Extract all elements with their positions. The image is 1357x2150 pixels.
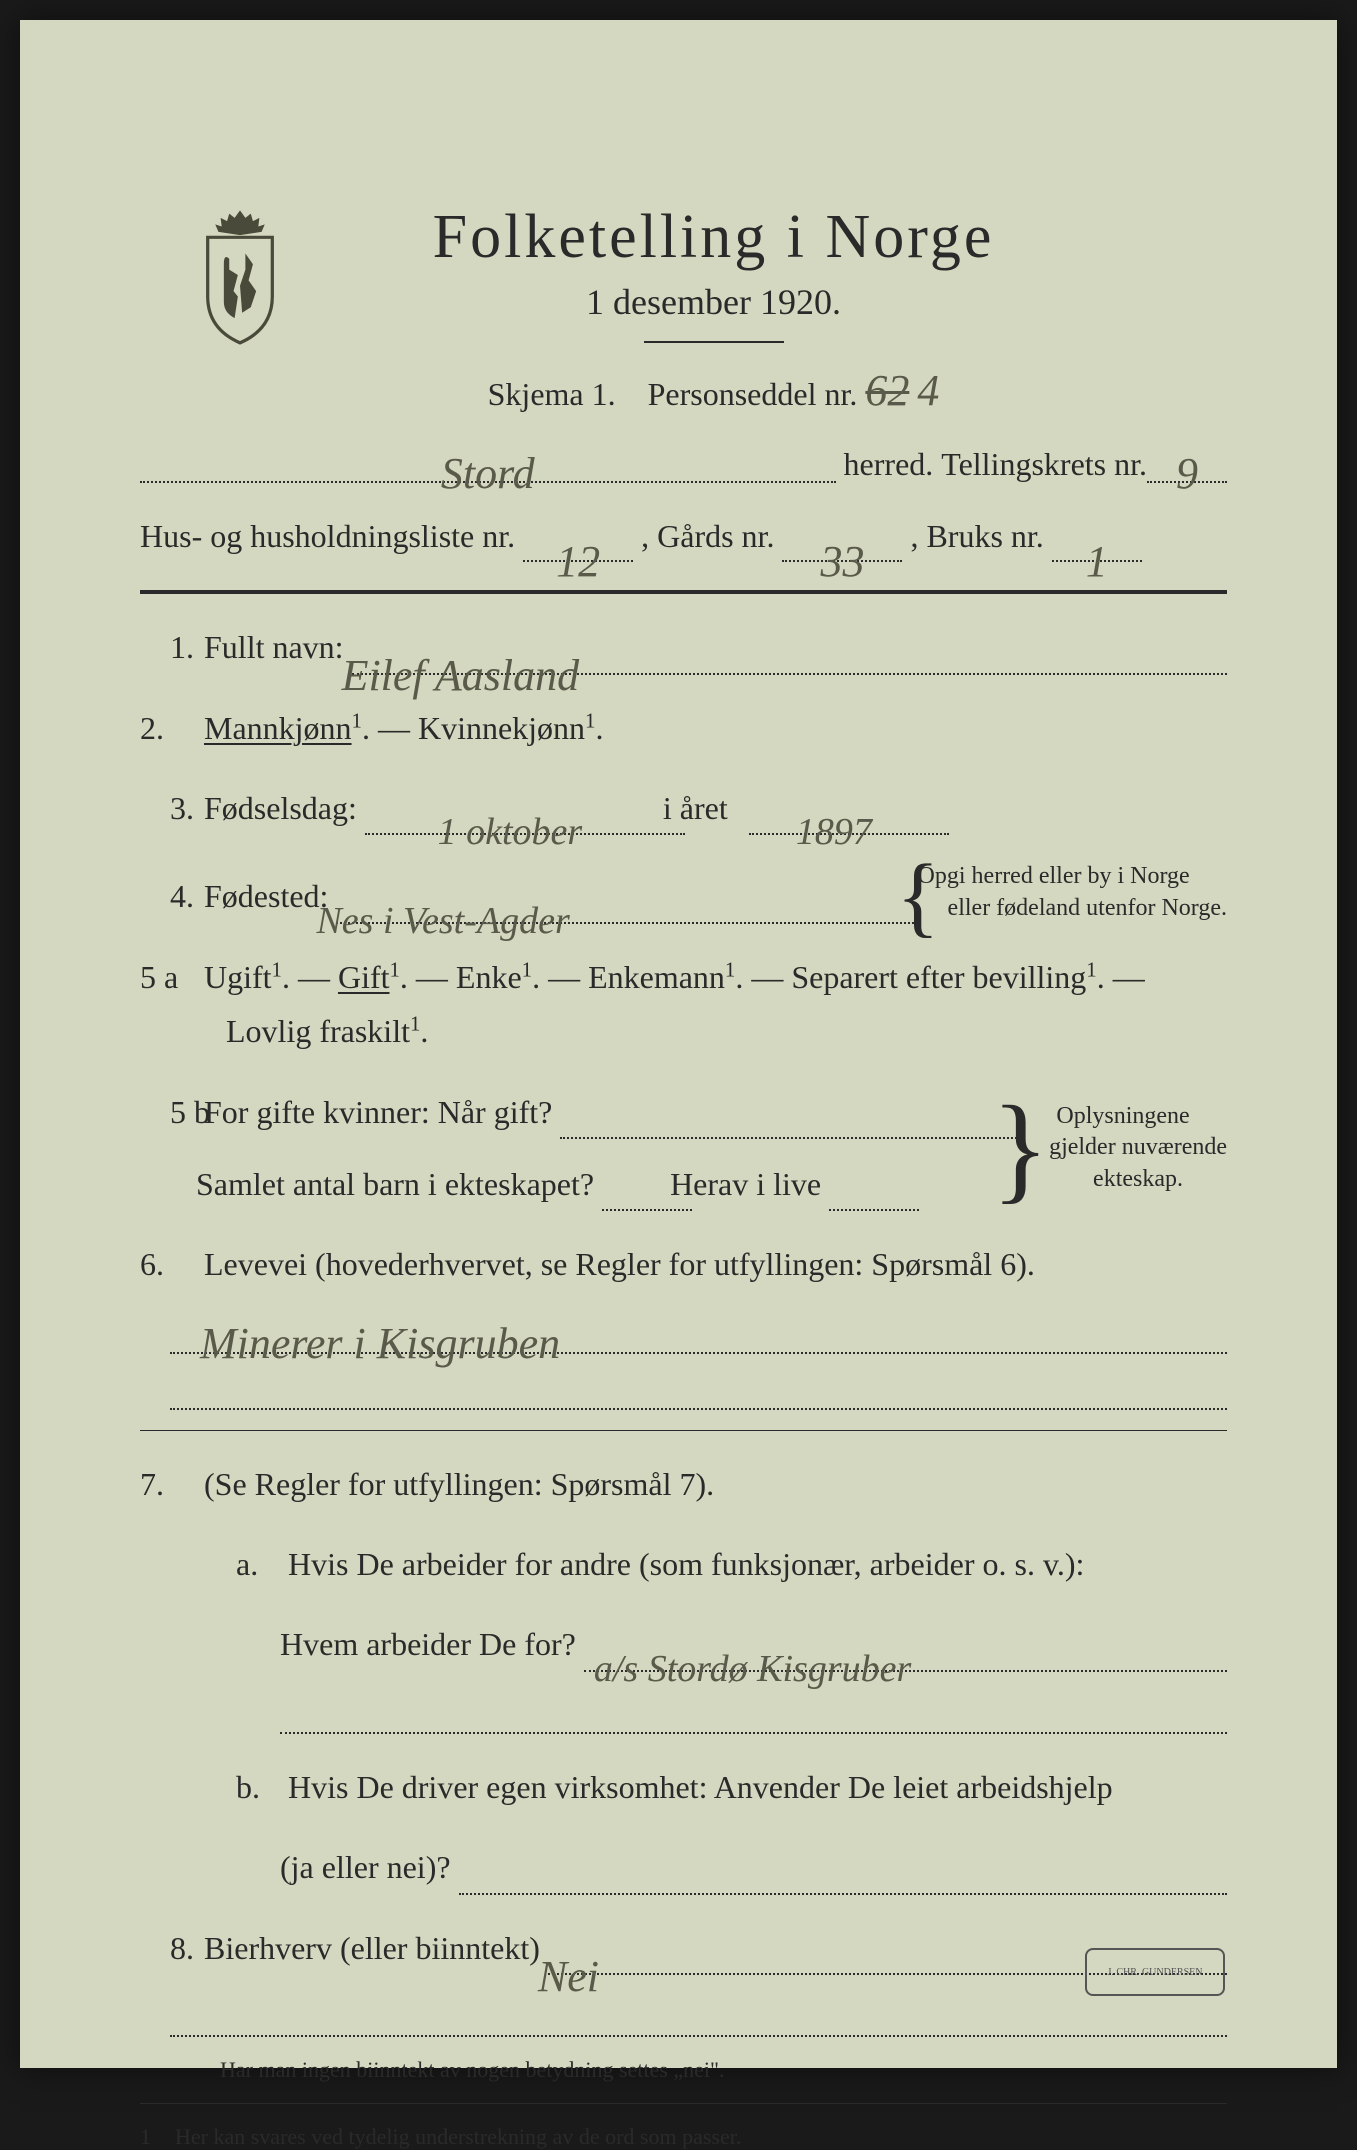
q5b-brace-icon: } <box>1021 1112 1049 1184</box>
q2-row: 2. Mannkjønn1. — Kvinnekjønn1. <box>140 701 1227 755</box>
q1-value: Eilef Aasland <box>342 651 580 700</box>
q2-sep: — <box>378 710 418 746</box>
q2-sup1: 1 <box>352 709 362 732</box>
q1-row: 1. Fullt navn: Eilef Aasland <box>140 620 1227 674</box>
q4-note: Opgi herred eller by i Norge eller fødel… <box>948 861 1227 923</box>
hushold-nr: 12 <box>556 537 600 586</box>
q5a-separert: Separert efter bevilling <box>791 959 1086 995</box>
skjema-line: Skjema 1. Personseddel nr. 62 4 <box>200 365 1227 416</box>
printer-stamp: J. CHR. GUNDERSEN <box>1085 1948 1225 1996</box>
q2-mann: Mannkjønn <box>204 710 352 746</box>
q5a-enke: Enke <box>456 959 522 995</box>
q5a-gift: Gift <box>338 959 390 995</box>
thin-rule-1 <box>140 1430 1227 1431</box>
footer-fn-num: 1 <box>140 2124 151 2150</box>
hushold-label: Hus- og husholdningsliste nr. <box>140 511 515 562</box>
q7-label: (Se Regler for utfyllingen: Spørsmål 7). <box>204 1466 714 1502</box>
q7a-line2: Hvem arbeider De for? <box>280 1617 576 1671</box>
herred-label: herred. <box>844 446 934 483</box>
personseddel-struck: 62 <box>865 366 909 415</box>
q7b-line2: (ja eller nei)? <box>280 1840 451 1894</box>
q5a-enkemann: Enkemann <box>588 959 725 995</box>
personseddel-nr: 4 <box>917 366 939 415</box>
q2-kvinne: Kvinnekjønn <box>418 710 585 746</box>
tellingskrets-label: Tellingskrets nr. <box>941 446 1147 483</box>
q6-value: Minerer i Kisgruben <box>170 1318 560 1369</box>
herred-line: Stord herred. Tellingskrets nr. 9 <box>140 446 1227 483</box>
footer-fn: 1 Her kan svares ved tydelig understrekn… <box>140 2124 1227 2150</box>
q7a-row: a. Hvis De arbeider for andre (som funks… <box>140 1537 1227 1591</box>
q7a-value: a/s Stordø Kisgruber <box>594 1648 911 1690</box>
footer-fn-text: Her kan svares ved tydelig understreknin… <box>175 2124 741 2150</box>
q6-answer-line: Minerer i Kisgruben <box>170 1318 1227 1354</box>
tellingskrets-nr: 9 <box>1176 449 1198 498</box>
q3-label: Fødselsdag: <box>234 781 357 835</box>
q7b-line1: Hvis De driver egen virksomhet: Anvender… <box>288 1769 1113 1805</box>
q5a-fraskilt: Lovlig fraskilt <box>170 1013 410 1049</box>
q5b-line1a: For gifte kvinner: Når gift? <box>234 1085 552 1139</box>
q5a-num: 5 a <box>140 950 196 1004</box>
title-rule <box>644 341 784 343</box>
q3-row: 3. Fødselsdag: 1 oktober i året 1897 <box>140 781 1227 835</box>
q3-mid: i året <box>693 781 741 835</box>
personseddel-label: Personseddel nr. <box>648 376 858 412</box>
q4-label: Fødested: <box>234 869 328 923</box>
form-date: 1 desember 1920. <box>200 281 1227 323</box>
q7-num: 7. <box>140 1457 196 1511</box>
q8-label: Bierhverv (eller biinntekt) <box>234 1921 540 1975</box>
thin-rule-2 <box>140 2103 1227 2104</box>
q8-value: Nei <box>538 1952 599 2001</box>
coat-of-arms-icon <box>185 205 295 345</box>
q7b-row: b. Hvis De driver egen virksomhet: Anven… <box>140 1760 1227 1814</box>
q5a-row: 5 a Ugift1. — Gift1. — Enke1. — Enkemann… <box>140 950 1227 1059</box>
q2-num: 2. <box>140 701 196 755</box>
footer-note1: Har man ingen biinntekt av nogen betydni… <box>220 2057 1227 2083</box>
q8-row: 8. Bierhverv (eller biinntekt) Nei <box>140 1921 1227 1975</box>
thick-rule-1 <box>140 590 1227 594</box>
q3-day: 1 oktober <box>438 811 583 853</box>
q5b-note: Oplysningene gjelder nuværende ekteskap. <box>1049 1101 1227 1195</box>
bruks-nr: 1 <box>1086 537 1108 586</box>
form-title: Folketelling i Norge <box>200 202 1227 273</box>
herred-value: Stord <box>441 449 535 498</box>
bruks-label: , Bruks nr. <box>910 511 1043 562</box>
q6-num: 6. <box>140 1237 196 1291</box>
q5b-line2a: Samlet antal barn i ekteskapet? <box>226 1157 594 1211</box>
census-form-page: Folketelling i Norge 1 desember 1920. Sk… <box>20 20 1337 2068</box>
form-header: Folketelling i Norge 1 desember 1920. Sk… <box>200 202 1227 416</box>
q7a-blank-line <box>280 1698 1227 1734</box>
skjema-label: Skjema 1. <box>488 376 616 412</box>
household-line: Hus- og husholdningsliste nr. 12 , Gårds… <box>140 511 1227 562</box>
q6-blank-line <box>170 1374 1227 1410</box>
q7a-line2-row: Hvem arbeider De for? a/s Stordø Kisgrub… <box>140 1617 1227 1671</box>
gards-label: , Gårds nr. <box>641 511 774 562</box>
q5b-row: 5 b For gifte kvinner: Når gift? Samlet … <box>140 1085 1227 1212</box>
q7a-num: a. <box>236 1537 280 1591</box>
q7a-line1: Hvis De arbeider for andre (som funksjon… <box>288 1546 1084 1582</box>
q2-sup2: 1 <box>585 709 595 732</box>
q4-row: 4. Fødested: Nes i Vest-Agder { Opgi her… <box>140 861 1227 923</box>
q5a-ugift: Ugift <box>204 959 272 995</box>
q7-row: 7. (Se Regler for utfyllingen: Spørsmål … <box>140 1457 1227 1511</box>
q7b-num: b. <box>236 1760 280 1814</box>
q4-value: Nes i Vest-Agder <box>316 900 569 942</box>
q1-label: Fullt navn: <box>234 620 344 674</box>
q6-row: 6. Levevei (hovederhvervet, se Regler fo… <box>140 1237 1227 1291</box>
q6-label: Levevei (hovederhvervet, se Regler for u… <box>204 1246 1035 1282</box>
q8-blank-line <box>170 2001 1227 2037</box>
q7b-line2-row: (ja eller nei)? <box>140 1840 1227 1894</box>
gards-nr: 33 <box>820 537 864 586</box>
q3-year: 1897 <box>796 811 872 853</box>
q5b-line2b: Herav i live <box>700 1157 821 1211</box>
